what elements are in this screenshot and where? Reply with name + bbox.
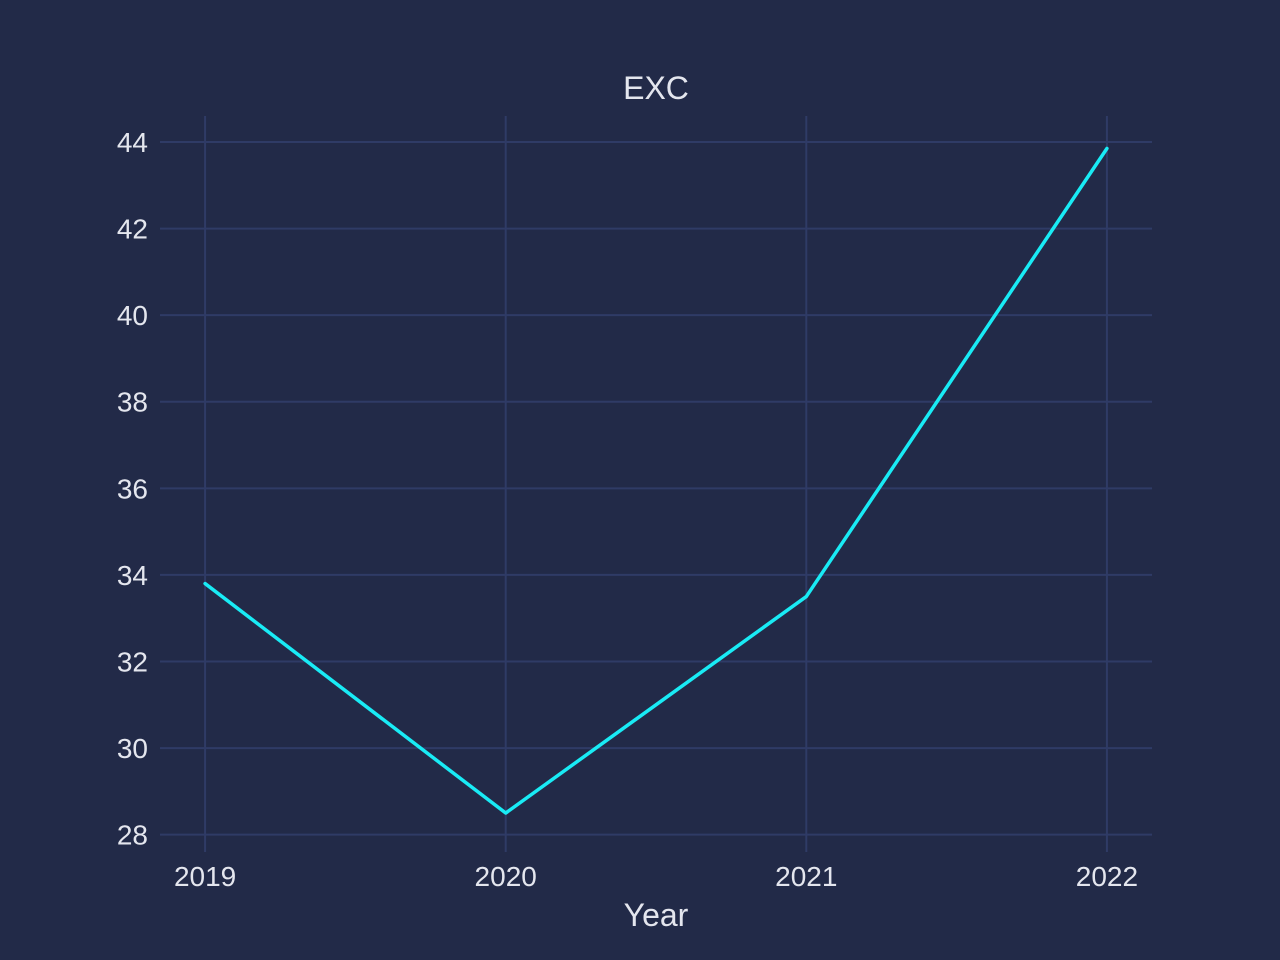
- x-tick-label: 2019: [174, 861, 236, 892]
- y-tick-label: 42: [117, 214, 148, 245]
- x-axis-ticks: 2019 2020 2021 2022: [174, 861, 1138, 892]
- y-tick-label: 44: [117, 127, 148, 158]
- chart-title: EXC: [623, 70, 689, 106]
- y-tick-label: 34: [117, 560, 148, 591]
- x-tick-label: 2022: [1076, 861, 1138, 892]
- series-line: [203, 146, 1109, 815]
- y-tick-label: 32: [117, 647, 148, 678]
- x-tick-label: 2020: [475, 861, 537, 892]
- y-tick-label: 36: [117, 473, 148, 504]
- y-tick-label: 28: [117, 820, 148, 851]
- x-tick-label: 2021: [775, 861, 837, 892]
- series-layer: [203, 146, 1109, 815]
- x-axis-title: Year: [624, 897, 689, 933]
- y-axis-ticks: 28 30 32 34 36 38 40 42 44: [117, 127, 148, 851]
- y-tick-label: 30: [117, 733, 148, 764]
- y-tick-label: 38: [117, 387, 148, 418]
- y-tick-label: 40: [117, 300, 148, 331]
- grid: [160, 116, 1152, 852]
